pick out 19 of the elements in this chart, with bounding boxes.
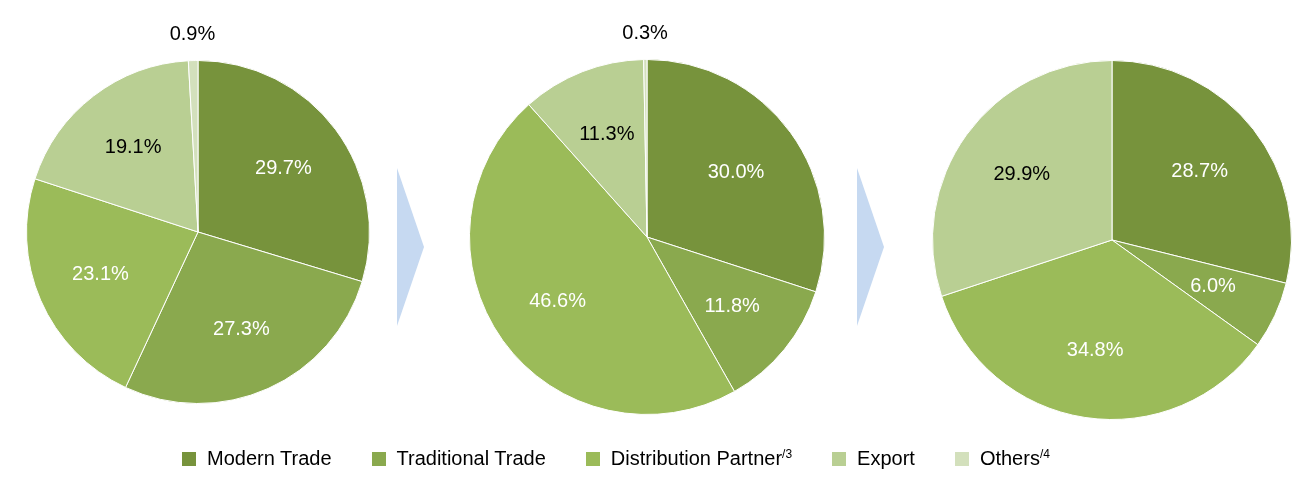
data-label: 0.3% — [622, 21, 669, 44]
legend-label: Export — [857, 447, 915, 470]
legend-label: Others$^{/4}$ — [979, 446, 1050, 470]
data-label: 34.8% — [1066, 337, 1124, 360]
data-label: 29.9% — [993, 162, 1051, 185]
data-label: 29.7% — [255, 156, 312, 179]
data-label: 27.3% — [213, 316, 270, 339]
data-label: 11.8% — [704, 294, 761, 317]
data-label: 46.6% — [529, 288, 587, 311]
data-label: 28.7% — [1171, 158, 1229, 181]
data-label: 6.0% — [1190, 274, 1237, 297]
legend-label: Traditional Trade — [396, 447, 546, 470]
data-label: 23.1% — [72, 261, 130, 284]
legend-label: Distribution Partner$^{/3}$ — [610, 446, 793, 470]
data-label: 11.3% — [579, 122, 635, 145]
data-label: 30.0% — [707, 159, 765, 182]
data-label: 0.9% — [169, 22, 216, 45]
data-label: 19.1% — [104, 135, 162, 158]
legend-label: Modern Trade — [207, 447, 332, 470]
